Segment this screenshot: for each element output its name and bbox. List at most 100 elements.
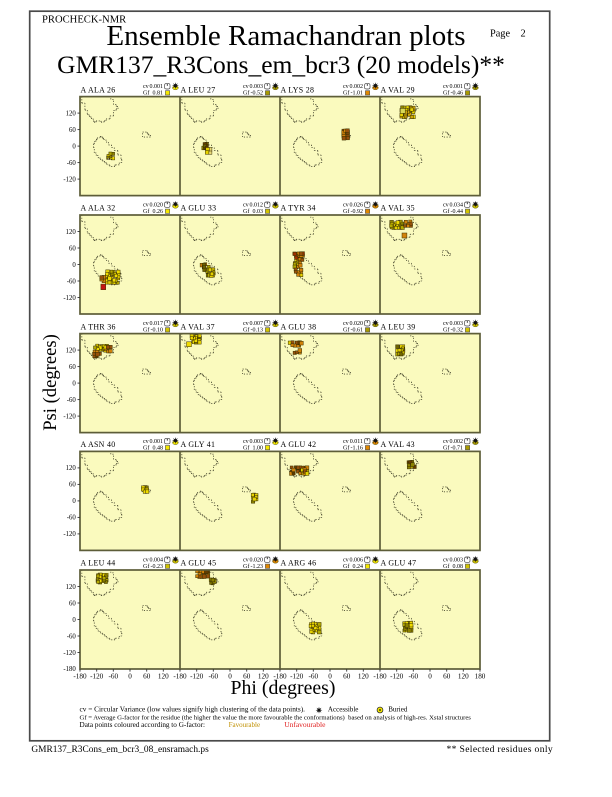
svg-text:0.006: 0.006 <box>350 557 364 563</box>
svg-text:A LYS 28: A LYS 28 <box>281 85 315 94</box>
svg-text:Favourable: Favourable <box>229 721 261 729</box>
svg-text:cv: cv <box>443 557 449 563</box>
svg-text:A GLU 42: A GLU 42 <box>281 440 317 449</box>
svg-text:PROCHECK-NMR: PROCHECK-NMR <box>42 14 127 25</box>
svg-text:-1.16: -1.16 <box>351 446 364 452</box>
svg-text:Page: Page <box>490 29 510 40</box>
svg-text:0: 0 <box>72 143 76 150</box>
svg-text:A LEU 27: A LEU 27 <box>181 85 216 94</box>
svg-text:-0.44: -0.44 <box>451 209 464 215</box>
svg-text:cv = Circular Variance (low va: cv = Circular Variance (low values signi… <box>80 705 306 714</box>
svg-text:A GLU 47: A GLU 47 <box>381 559 417 568</box>
svg-text:Gf: Gf <box>243 445 249 452</box>
svg-text:Unfavourable: Unfavourable <box>284 720 326 729</box>
svg-text:0.81: 0.81 <box>153 91 164 97</box>
svg-text:-120: -120 <box>190 672 204 680</box>
svg-text:60: 60 <box>443 672 451 680</box>
svg-text:cv: cv <box>343 84 349 90</box>
svg-text:cv: cv <box>143 321 149 327</box>
svg-text:-60: -60 <box>67 633 77 640</box>
svg-text:cv: cv <box>243 84 249 90</box>
svg-text:-120: -120 <box>390 672 404 680</box>
svg-text:cv: cv <box>343 202 349 208</box>
svg-text:Gf: Gf <box>243 90 249 97</box>
svg-text:cv: cv <box>443 439 449 445</box>
svg-text:0: 0 <box>128 672 132 680</box>
svg-text:A GLU 38: A GLU 38 <box>281 322 317 331</box>
svg-text:A TYR 34: A TYR 34 <box>281 204 316 213</box>
svg-text:cv: cv <box>343 439 349 445</box>
svg-text:60: 60 <box>343 672 351 680</box>
svg-text:-120: -120 <box>90 672 104 680</box>
svg-text:-120: -120 <box>63 650 76 657</box>
svg-text:120: 120 <box>458 672 469 680</box>
svg-text:cv: cv <box>143 557 149 563</box>
svg-text:Gf: Gf <box>343 208 349 215</box>
svg-text:0.003: 0.003 <box>250 439 264 445</box>
svg-text:0.020: 0.020 <box>350 321 364 327</box>
svg-text:Phi (degrees): Phi (degrees) <box>231 677 336 699</box>
svg-text:Gf: Gf <box>143 445 149 452</box>
svg-text:A ASN 40: A ASN 40 <box>81 440 116 449</box>
svg-text:Gf: Gf <box>443 445 449 452</box>
svg-text:A VAL 35: A VAL 35 <box>381 204 415 213</box>
svg-text:-180: -180 <box>173 672 187 680</box>
svg-text:-0.52: -0.52 <box>251 91 264 97</box>
svg-text:-0.32: -0.32 <box>451 328 464 334</box>
svg-text:120: 120 <box>258 672 269 680</box>
svg-text:1.00: 1.00 <box>253 446 264 452</box>
svg-text:-60: -60 <box>409 672 419 680</box>
svg-text:0.26: 0.26 <box>153 209 164 215</box>
svg-text:2: 2 <box>521 29 526 40</box>
svg-text:GMR137_R3Cons_em_bcr3 (20 mode: GMR137_R3Cons_em_bcr3 (20 models)** <box>57 50 505 79</box>
svg-text:A GLU 45: A GLU 45 <box>181 559 217 568</box>
svg-text:Gf: Gf <box>443 90 449 97</box>
svg-text:0: 0 <box>72 262 76 269</box>
svg-text:A THR 36: A THR 36 <box>81 322 116 331</box>
svg-text:A VAL 43: A VAL 43 <box>381 440 415 449</box>
svg-text:Buried: Buried <box>388 706 408 714</box>
svg-text:0: 0 <box>228 672 232 680</box>
svg-text:Gf: Gf <box>243 327 249 334</box>
svg-text:0.003: 0.003 <box>450 557 464 563</box>
svg-text:60: 60 <box>69 600 76 607</box>
svg-text:Accessible: Accessible <box>328 706 359 714</box>
svg-text:-60: -60 <box>67 515 77 522</box>
svg-text:60: 60 <box>243 672 251 680</box>
svg-text:120: 120 <box>66 110 77 117</box>
svg-text:0: 0 <box>72 617 76 624</box>
svg-text:60: 60 <box>69 127 76 134</box>
svg-text:0: 0 <box>72 498 76 505</box>
svg-text:Gf = Average G-factor for the: Gf = Average G-factor for the residue (t… <box>80 715 472 722</box>
svg-text:120: 120 <box>158 672 169 680</box>
svg-text:Gf: Gf <box>343 327 349 334</box>
svg-text:0.007: 0.007 <box>250 321 264 327</box>
svg-text:0: 0 <box>428 672 432 680</box>
svg-text:0.026: 0.026 <box>350 202 364 208</box>
svg-text:0.017: 0.017 <box>150 321 164 327</box>
svg-text:-1.23: -1.23 <box>251 564 264 570</box>
svg-text:0.011: 0.011 <box>350 439 363 445</box>
svg-text:0.24: 0.24 <box>353 564 364 570</box>
svg-text:60: 60 <box>69 364 76 371</box>
svg-text:60: 60 <box>69 245 76 252</box>
svg-text:0.001: 0.001 <box>150 439 164 445</box>
svg-text:0.002: 0.002 <box>350 84 364 90</box>
svg-text:-60: -60 <box>67 397 77 404</box>
svg-text:Psi (degrees): Psi (degrees) <box>40 334 61 431</box>
svg-text:cv: cv <box>343 321 349 327</box>
svg-text:120: 120 <box>66 584 77 591</box>
svg-text:Gf: Gf <box>443 563 449 570</box>
svg-text:180: 180 <box>475 672 486 680</box>
svg-text:0: 0 <box>72 380 76 387</box>
svg-text:-0.71: -0.71 <box>451 446 464 452</box>
svg-text:A GLY 41: A GLY 41 <box>181 440 216 449</box>
svg-text:cv: cv <box>443 321 449 327</box>
svg-text:Gf: Gf <box>343 563 349 570</box>
svg-text:A ALA 32: A ALA 32 <box>81 204 116 213</box>
svg-text:-1.01: -1.01 <box>351 91 364 97</box>
svg-text:0.003: 0.003 <box>250 84 264 90</box>
svg-text:Gf: Gf <box>343 90 349 97</box>
svg-text:0.034: 0.034 <box>450 202 464 208</box>
svg-text:cv: cv <box>243 202 249 208</box>
